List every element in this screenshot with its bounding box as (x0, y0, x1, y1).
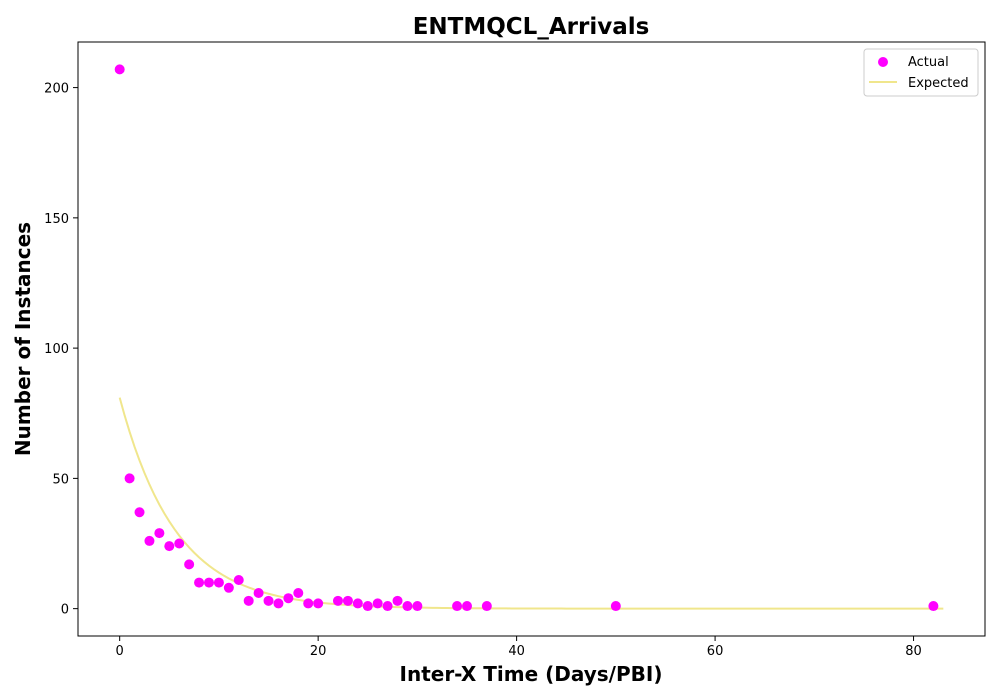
legend-actual-marker (878, 57, 888, 67)
legend-expected-label: Expected (908, 76, 969, 91)
data-point (372, 598, 383, 609)
x-tick-label: 20 (310, 644, 327, 659)
data-point (194, 577, 205, 588)
y-tick-label: 100 (44, 342, 69, 357)
data-point (412, 601, 423, 612)
data-point (243, 595, 254, 606)
data-point (610, 601, 621, 612)
data-point (332, 595, 343, 606)
legend-actual-label: Actual (908, 55, 949, 70)
data-point (303, 598, 314, 609)
data-point (342, 595, 353, 606)
data-point (313, 598, 324, 609)
data-point (223, 582, 234, 593)
data-point (362, 601, 373, 612)
y-tick-label: 0 (61, 603, 69, 618)
data-point (273, 598, 284, 609)
x-tick-label: 0 (116, 644, 124, 659)
data-point (392, 595, 403, 606)
x-tick-label: 60 (707, 644, 724, 659)
x-axis-label: Inter-X Time (Days/PBI) (400, 662, 663, 686)
data-point (253, 588, 264, 599)
legend: Actual Expected (863, 48, 979, 97)
data-point (293, 588, 304, 599)
data-point (154, 528, 165, 539)
data-point (184, 559, 195, 570)
data-point (263, 595, 274, 606)
data-point (352, 598, 363, 609)
plot-frame (77, 41, 986, 637)
data-point (233, 574, 244, 585)
data-point (283, 593, 294, 604)
data-point (134, 507, 145, 518)
data-point (114, 64, 125, 75)
y-axis-label: Number of Instances (11, 222, 35, 456)
y-tick-label: 200 (44, 82, 69, 97)
legend-box (863, 48, 979, 97)
data-point (402, 601, 413, 612)
data-point (144, 535, 155, 546)
data-point (213, 577, 224, 588)
chart-title: ENTMQCL_Arrivals (413, 14, 650, 40)
plot-area (78, 42, 985, 636)
data-point (382, 601, 393, 612)
x-tick-label: 40 (508, 644, 525, 659)
data-point (462, 601, 472, 612)
data-point (203, 577, 214, 588)
data-point (481, 601, 492, 612)
y-tick-label: 50 (52, 472, 69, 487)
data-point (928, 601, 939, 612)
data-point (124, 473, 135, 484)
data-point (452, 601, 463, 612)
data-point (174, 538, 185, 549)
data-point (164, 541, 175, 552)
y-tick-label: 150 (44, 212, 69, 227)
x-tick-label: 80 (905, 644, 922, 659)
